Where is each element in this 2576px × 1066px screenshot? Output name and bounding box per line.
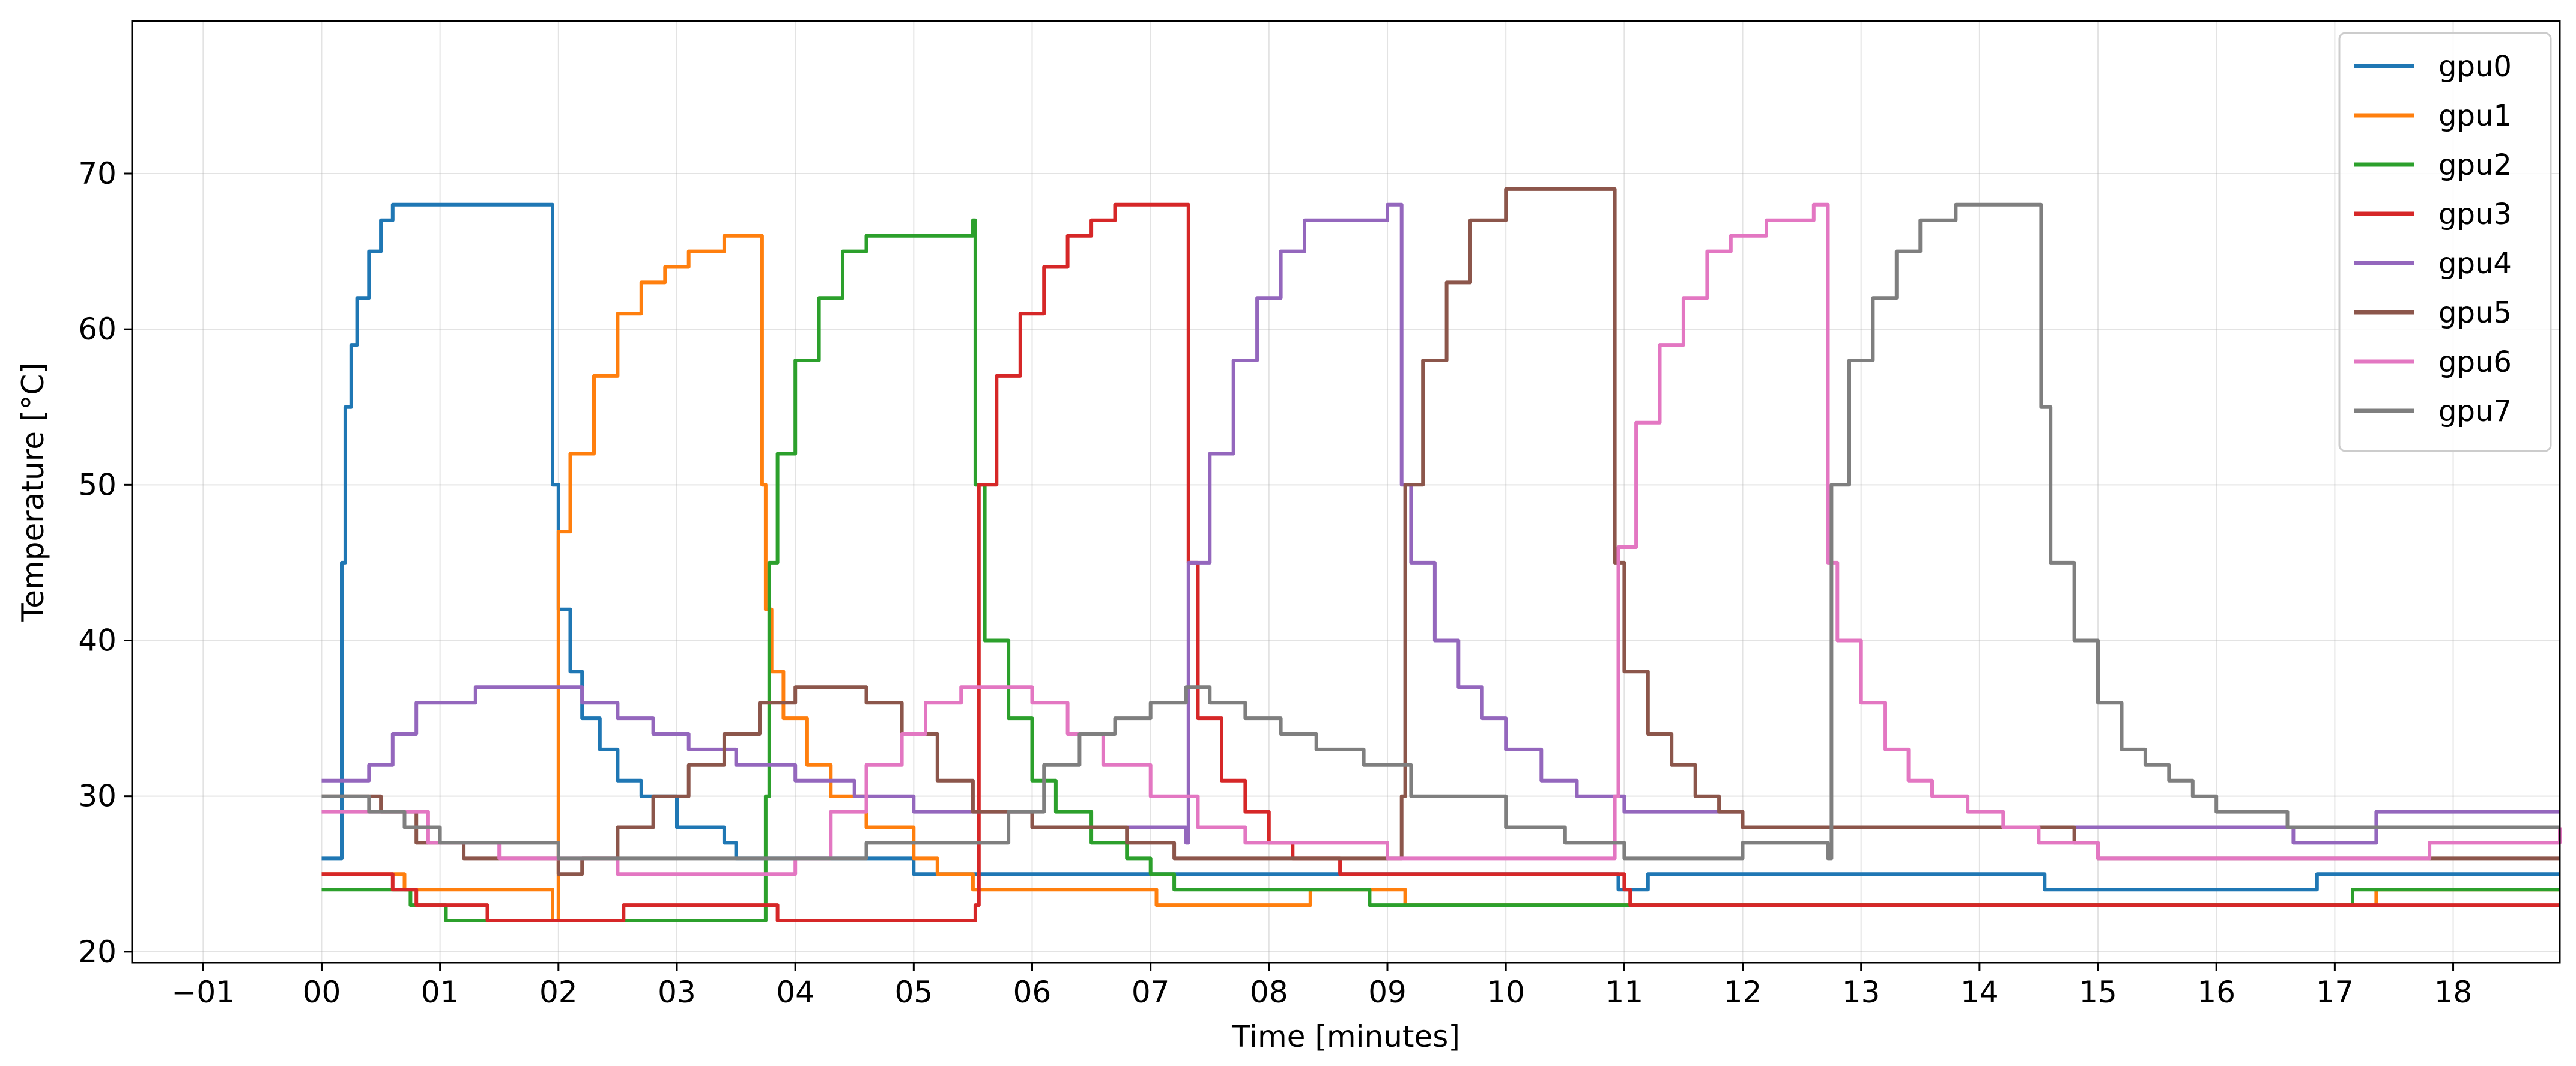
x-tick-label: 08 [1250,975,1288,1010]
legend-label: gpu0 [2438,50,2512,83]
y-tick-label: 70 [78,156,117,191]
x-tick-label: 07 [1132,975,1170,1010]
x-tick-label: 11 [1605,975,1644,1010]
x-tick-label: −01 [172,975,235,1010]
series-line-gpu5 [321,187,2560,876]
axis-ticks: −01 00 01 02 03 04 05 06 07 08 09 10 11 12 13 14 15 16 17 1… [78,156,2472,1010]
x-tick-label: 04 [776,975,814,1010]
x-tick-label: 13 [1842,975,1880,1010]
y-tick-label: 20 [78,934,117,969]
legend-label: gpu1 [2438,99,2512,133]
x-tick-label: 16 [2197,975,2235,1010]
plot-frame [131,20,2561,964]
y-tick-label: 40 [78,623,117,658]
y-tick-label: 30 [78,779,117,814]
series-line-gpu2 [321,218,2560,922]
legend-label: gpu6 [2438,345,2512,379]
x-tick-label: 14 [1960,975,1999,1010]
legend-label: gpu5 [2438,296,2512,330]
x-axis-label: Time [minutes] [1231,1019,1460,1054]
legend-label: gpu3 [2438,198,2512,231]
legend-label: gpu4 [2438,247,2512,280]
series-line-gpu7 [321,202,2560,861]
x-tick-label: 06 [1013,975,1052,1010]
series-line-gpu0 [321,202,2560,892]
legend-label: gpu2 [2438,148,2512,182]
series-line-gpu4 [321,202,2560,845]
x-tick-label: 18 [2434,975,2473,1010]
x-tick-label: 12 [1724,975,1762,1010]
y-tick-label: 50 [78,467,117,502]
legend: gpu0 gpu1 gpu2 gpu3 gpu4 gpu5 gpu6 gpu7 [2338,32,2552,452]
x-tick-label: 05 [895,975,933,1010]
x-tick-label: 03 [658,975,696,1010]
series-line-gpu1 [321,234,2560,922]
series-lines [321,187,2562,922]
x-tick-label: 02 [539,975,578,1010]
x-tick-label: 15 [2079,975,2117,1010]
x-tick-label: 09 [1368,975,1407,1010]
x-tick-label: 17 [2316,975,2354,1010]
series-line-gpu6 [321,202,2562,876]
x-tick-label: 01 [421,975,459,1010]
legend-label: gpu7 [2438,395,2512,428]
y-tick-label: 60 [78,312,117,347]
legend-box [2338,32,2552,452]
y-axis-label: Temperature [°C] [16,362,50,622]
x-tick-label: 00 [303,975,341,1010]
x-tick-label: 10 [1487,975,1525,1010]
grid-lines [132,21,2560,963]
